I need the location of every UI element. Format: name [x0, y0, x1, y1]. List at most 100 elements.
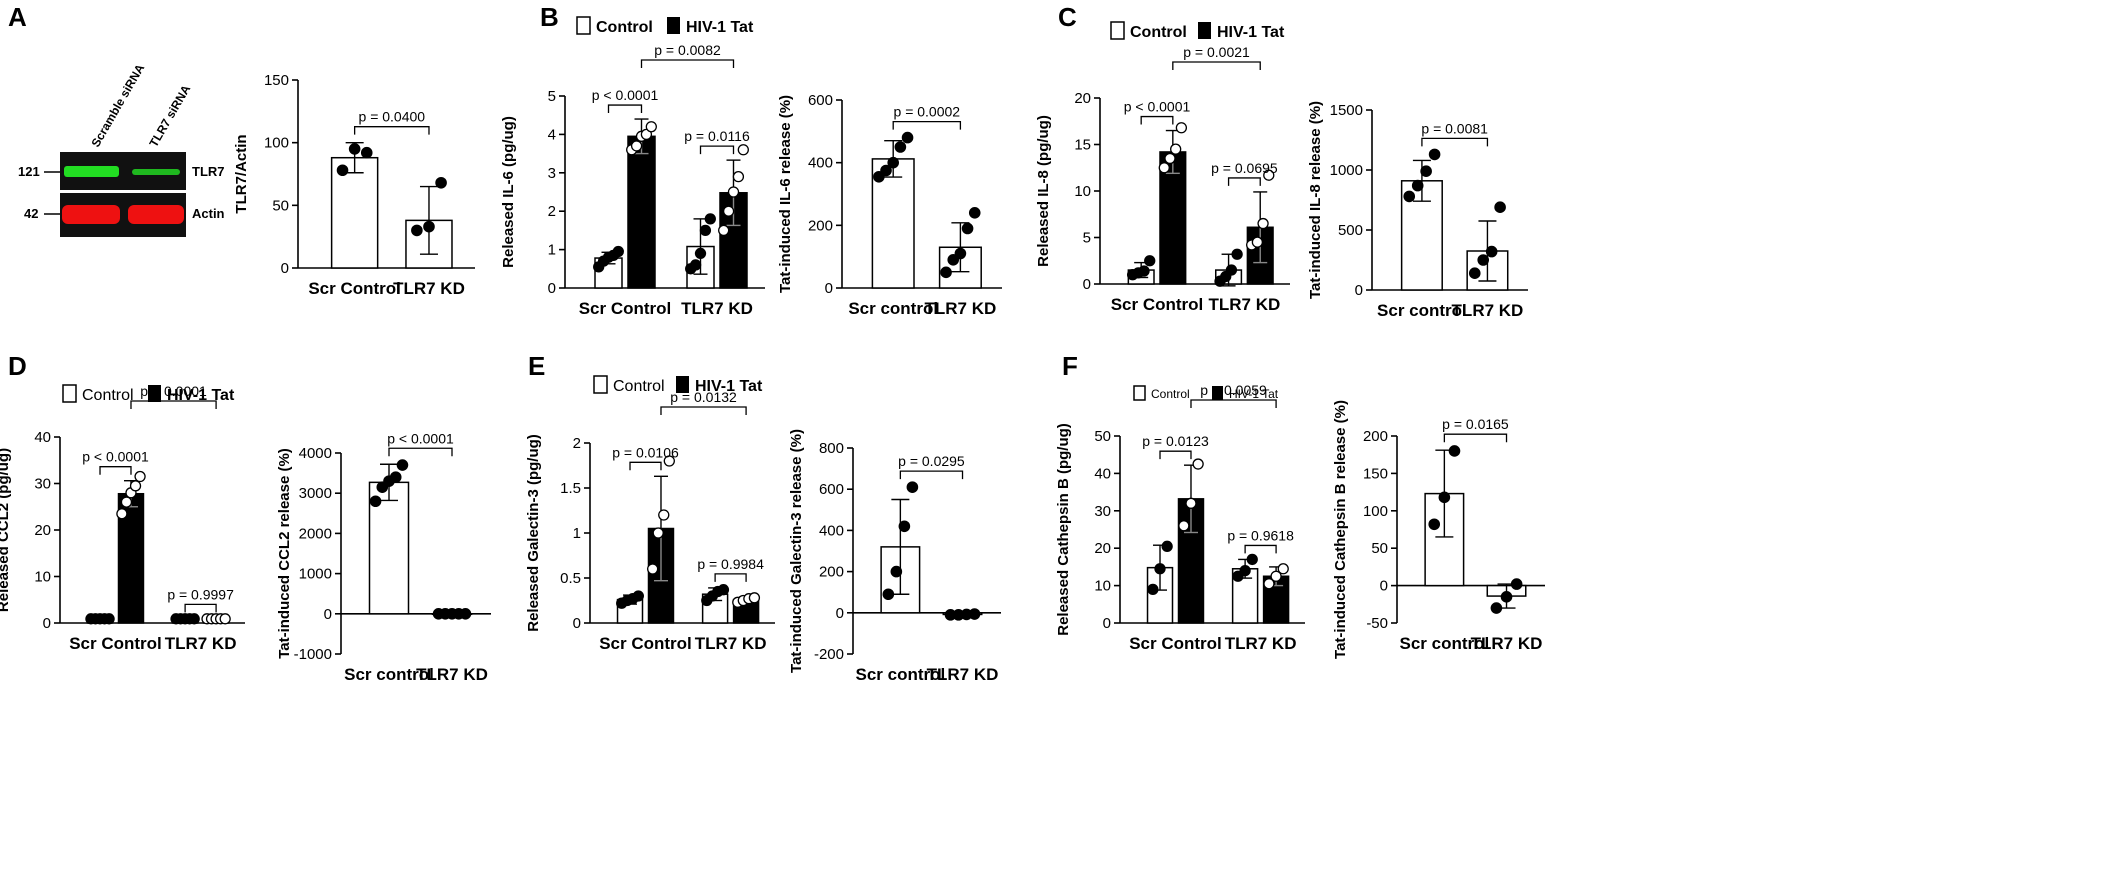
y-axis-label: Tat-induced Galectin-3 release (%) [788, 429, 805, 673]
data-point [1420, 165, 1432, 177]
y-tick-label: 100 [1363, 503, 1388, 520]
y-tick-label: 400 [819, 522, 844, 539]
y-tick-label: 2 [548, 203, 556, 220]
actin-band-kd [128, 205, 184, 224]
y-tick-label: 1000 [1330, 162, 1363, 179]
y-axis-label: Released IL-6 (pg/ug) [500, 116, 517, 268]
data-point [1147, 583, 1159, 595]
chart-b1: 0 1 2 3 4 5 Released IL-6 (pg/ug) Scr Control TL… [500, 42, 765, 318]
y-tick-label: 10 [1094, 578, 1111, 595]
chart-f1: 0 10 20 30 40 50 Released Cathepsin B (pg/ug) S… [1055, 382, 1305, 653]
chart-c2: 0 500 1000 1500 Tat-induced IL-8 release (%)… [1307, 101, 1528, 320]
significance-bracket [1227, 177, 1261, 186]
data-point [1428, 148, 1441, 161]
legend-tat-label: HIV-1 Tat [686, 19, 754, 36]
data-point [116, 508, 128, 520]
data-point [336, 164, 349, 177]
data-point [1448, 445, 1461, 457]
y-tick-label: 150 [264, 72, 289, 89]
data-point [1178, 520, 1190, 532]
y-tick-label: 0 [1103, 615, 1111, 632]
chart-e1: 0 0.5 1 1.5 2 Released Galectin-3 (pg/ug) Scr … [525, 389, 775, 653]
data-point [1164, 152, 1176, 165]
data-point [1185, 497, 1197, 509]
p-value-label: p < 0.0001 [82, 449, 149, 465]
data-point [737, 144, 749, 156]
y-axis-label: TLR7/Actin [233, 134, 250, 213]
y-tick-label: 600 [819, 481, 844, 498]
y-tick-label: -50 [1366, 615, 1388, 632]
x-category-label: TLR7 KD [1471, 634, 1543, 653]
y-tick-label: 1500 [1330, 102, 1363, 119]
y-tick-label: 40 [34, 429, 51, 446]
p-value-label: p = 0.0081 [1421, 120, 1488, 136]
y-tick-label: 40 [1094, 465, 1111, 482]
y-tick-label: 0.5 [560, 570, 581, 587]
data-point [968, 207, 981, 219]
panel-letter-d: D [8, 351, 27, 381]
p-value-label: p = 0.0400 [359, 109, 426, 125]
band-label-actin: Actin [192, 206, 225, 221]
y-tick-label: 20 [1094, 540, 1111, 557]
x-category-label: TLR7 KD [927, 665, 999, 684]
data-point [423, 220, 435, 233]
y-tick-label: 200 [1363, 428, 1388, 445]
y-tick-label: 50 [1371, 540, 1388, 557]
panel-letter-e: E [528, 351, 545, 381]
legend-control-label: Control [613, 378, 665, 395]
data-point [689, 259, 702, 271]
y-axis-label: Tat-induced CCL2 release (%) [276, 448, 293, 659]
data-point [887, 156, 899, 169]
data-point [1144, 255, 1156, 267]
legend-control-swatch [576, 16, 591, 35]
data-point [1246, 553, 1258, 566]
data-point [1251, 236, 1264, 248]
data-point [360, 146, 373, 159]
chart-b2: 0 200 400 600 Tat-induced IL-6 release (%) Sc… [777, 92, 1002, 318]
data-point [411, 224, 423, 237]
legend-tat-swatch [1198, 22, 1211, 39]
p-value-label: p = 0.0695 [1211, 160, 1278, 176]
chart-f2: -50 0 50 100 150 200 Tat-induced Cathepsin B r… [1332, 400, 1545, 659]
significance-bracket [130, 400, 217, 409]
data-point [940, 266, 952, 279]
y-tick-label: 10 [34, 569, 51, 586]
p-value-label: p = 0.0116 [684, 128, 750, 144]
marker-121: 121 [18, 164, 40, 179]
data-point [1263, 578, 1275, 590]
data-point [652, 527, 664, 539]
y-tick-label: 3000 [299, 485, 332, 502]
data-point [663, 455, 675, 467]
x-category-label: TLR7 KD [165, 634, 237, 653]
x-category-label: TLR7 KD [1452, 301, 1524, 320]
bar [1159, 151, 1187, 285]
data-point [873, 170, 885, 183]
x-category-label: Scr Control [308, 279, 401, 298]
panel-letter-c: C [1058, 2, 1077, 32]
marker-42: 42 [24, 206, 38, 221]
data-point [1494, 201, 1506, 213]
data-point [630, 140, 643, 152]
legend-tat-label: HIV-1 Tat [695, 378, 763, 395]
significance-bracket [607, 104, 643, 114]
data-point [658, 509, 670, 521]
y-tick-label: 0 [825, 280, 833, 297]
data-point [1161, 540, 1173, 552]
data-point [1485, 245, 1498, 258]
data-point [348, 143, 361, 155]
y-tick-label: 20 [1074, 90, 1091, 107]
data-point [894, 141, 907, 153]
data-point [103, 613, 115, 625]
data-point [435, 176, 447, 189]
y-tick-label: 0 [324, 606, 332, 623]
x-category-label: TLR7 KD [1209, 295, 1281, 314]
data-point [1438, 491, 1451, 504]
legend-f: Control HIV-1 Tat [1133, 385, 1279, 401]
chart-d2: -1000 0 1000 2000 3000 4000 Tat-induced CCL2 r… [276, 430, 491, 684]
significance-bracket [1159, 450, 1192, 460]
data-point [699, 224, 712, 237]
p-value-label: p = 0.9984 [697, 556, 764, 572]
data-point [1192, 458, 1204, 470]
data-point [129, 480, 142, 492]
